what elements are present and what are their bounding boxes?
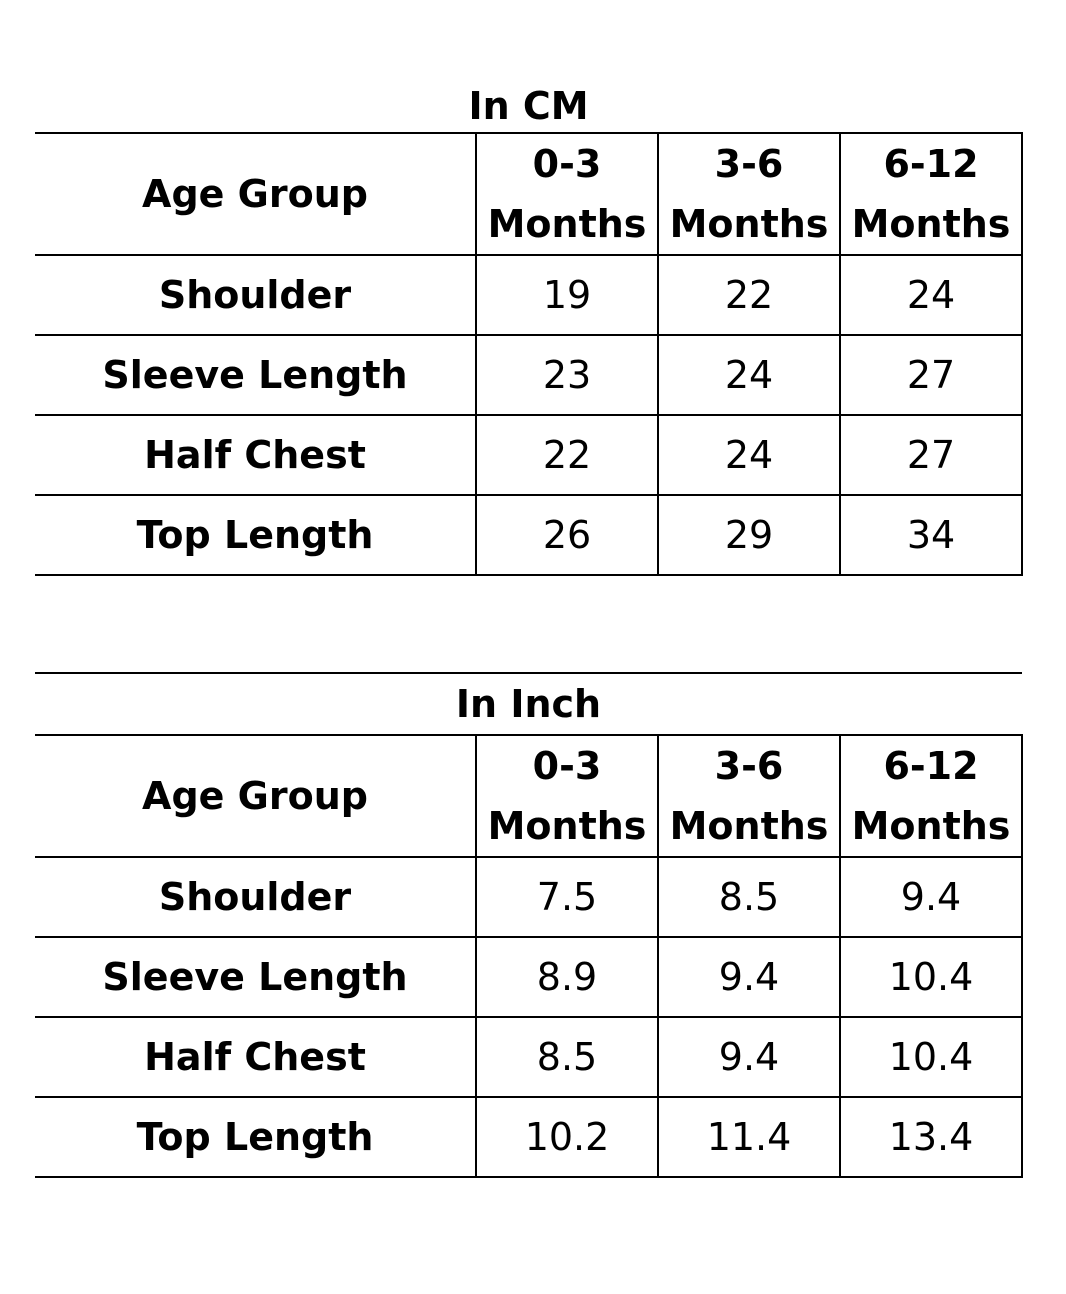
table-row: Top Length 10.2 11.4 13.4	[35, 1096, 1024, 1178]
table-row: Shoulder 19 22 24	[35, 254, 1023, 336]
table-cell: 8.9	[475, 936, 659, 1018]
table-cell: 8.5	[657, 856, 841, 938]
table-cell: 8.5	[475, 1016, 659, 1098]
table-cell: 29	[657, 494, 841, 576]
table-cell: 22	[475, 414, 659, 496]
table-cell: 23	[475, 334, 659, 416]
row-label: Half Chest	[35, 414, 477, 496]
table-cell: 10.4	[838, 936, 1024, 1018]
size-table-inch: In Inch Age Group 0-3 Months 3-6 Months 6-…	[35, 672, 1024, 1178]
column-header: 0-3 Months	[475, 132, 659, 256]
column-header: 3-6 Months	[657, 132, 841, 256]
header-row: Age Group 0-3 Months 3-6 Months 6-12 Months	[35, 132, 1023, 256]
table-row: Sleeve Length 23 24 27	[35, 334, 1023, 416]
table-row: Sleeve Length 8.9 9.4 10.4	[35, 936, 1024, 1018]
row-label: Shoulder	[35, 856, 477, 938]
table-cell: 22	[657, 254, 841, 336]
column-header: 0-3 Months	[475, 734, 659, 858]
age-group-header: Age Group	[35, 132, 477, 256]
table-cell: 27	[839, 414, 1023, 496]
row-label: Top Length	[35, 494, 477, 576]
table-title: In Inch	[35, 672, 1023, 736]
row-label: Sleeve Length	[35, 936, 477, 1018]
row-label: Sleeve Length	[35, 334, 477, 416]
table-cell: 13.4	[838, 1096, 1024, 1178]
row-label: Half Chest	[35, 1016, 477, 1098]
column-header: 6-12 Months	[839, 132, 1023, 256]
row-label: Top Length	[35, 1096, 477, 1178]
column-header: 3-6 Months	[657, 734, 841, 858]
table-row: Half Chest 22 24 27	[35, 414, 1023, 496]
table-cell: 9.4	[838, 856, 1024, 938]
table-cell: 9.4	[657, 936, 841, 1018]
table-row: Shoulder 7.5 8.5 9.4	[35, 856, 1024, 938]
header-row: Age Group 0-3 Months 3-6 Months 6-12 Months	[35, 734, 1024, 858]
table-cell: 10.4	[838, 1016, 1024, 1098]
table-cell: 24	[839, 254, 1023, 336]
table-row: Top Length 26 29 34	[35, 494, 1023, 576]
table-title: In CM	[35, 80, 1022, 134]
size-table-cm: In CM Age Group 0-3 Months 3-6 Months 6-12…	[35, 80, 1023, 576]
table-cell: 9.4	[657, 1016, 841, 1098]
table-cell: 7.5	[475, 856, 659, 938]
table-cell: 27	[839, 334, 1023, 416]
table-cell: 11.4	[657, 1096, 841, 1178]
table-cell: 24	[657, 414, 841, 496]
column-header: 6-12 Months	[838, 734, 1024, 858]
table-cell: 19	[475, 254, 659, 336]
table-cell: 26	[475, 494, 659, 576]
table-row: Half Chest 8.5 9.4 10.4	[35, 1016, 1024, 1098]
table-cell: 10.2	[475, 1096, 659, 1178]
age-group-header: Age Group	[35, 734, 477, 858]
table-cell: 24	[657, 334, 841, 416]
row-label: Shoulder	[35, 254, 477, 336]
table-cell: 34	[839, 494, 1023, 576]
